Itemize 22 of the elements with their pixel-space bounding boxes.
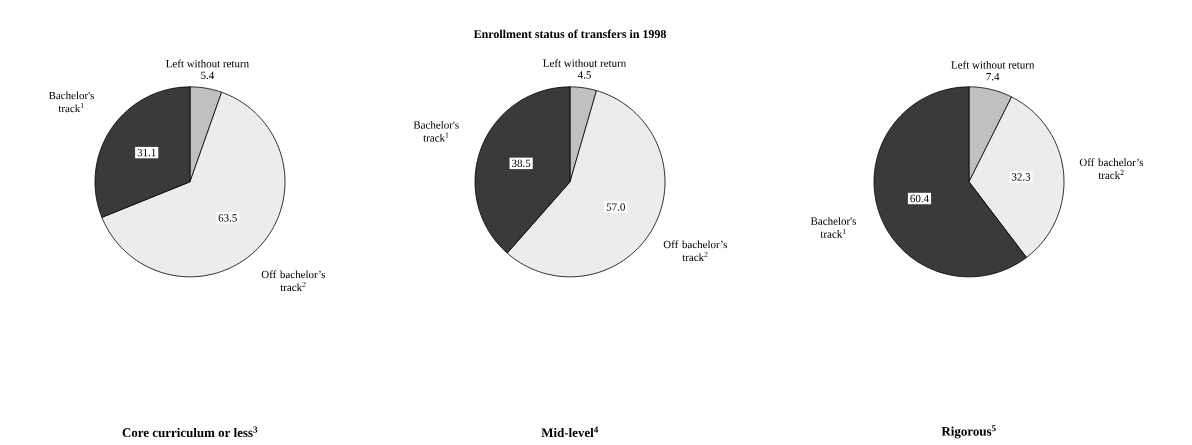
slice-label: Left without return: [166, 59, 249, 68]
text: Rigorous$^{5}$: [941, 425, 996, 439]
slice-label: Left without return: [951, 60, 1035, 69]
text: Enrollment status of transfers in 1998: [473, 29, 666, 39]
slice-label: Off bachelor’s track$^{2}$: [663, 240, 727, 262]
text: Core curriculum or less$^{3}$: [122, 426, 258, 438]
slice-label: Off bachelor’s track$^{2}$: [1079, 158, 1144, 180]
slice-label: Off bachelor’s track$^{2}$: [261, 270, 325, 292]
data-label: 32.3: [1011, 173, 1031, 181]
data-label: 5.4: [201, 71, 215, 80]
data-label: 57.0: [606, 203, 625, 211]
slice-label: Bachelor's track$^{1}$: [810, 217, 856, 238]
data-label: 31.1: [137, 148, 156, 157]
data-label: 60.4: [910, 194, 929, 203]
data-label: 4.5: [577, 71, 591, 79]
slice-label: Bachelor's track$^{1}$: [48, 91, 94, 113]
slice-label: Bachelor's track$^{1}$: [413, 120, 459, 142]
data-label: 63.5: [218, 214, 237, 222]
slice-label: Left without return: [543, 59, 627, 67]
data-label: 38.5: [512, 159, 531, 168]
data-label: 7.4: [986, 73, 1000, 81]
text: Mid-level$^{4}$: [541, 426, 599, 438]
